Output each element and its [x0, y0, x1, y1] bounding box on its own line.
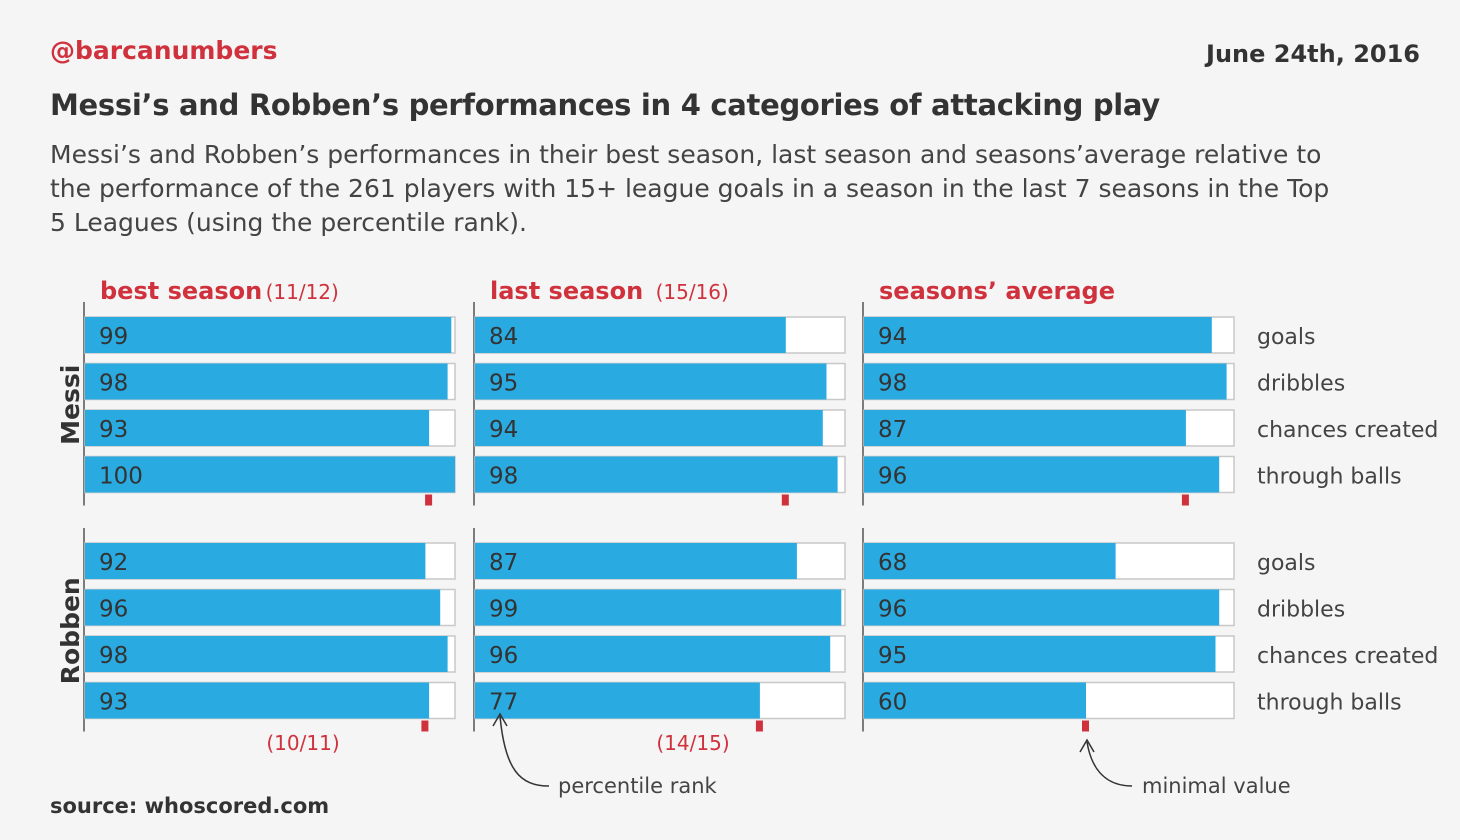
bar-fill	[475, 456, 838, 493]
minimal-value-arrowhead	[1079, 738, 1095, 753]
category-label: chances created	[1257, 644, 1438, 669]
percentile-rank-arrow	[499, 715, 550, 787]
bar-value-label: 96	[489, 643, 518, 669]
bar-value-label: 84	[489, 324, 518, 350]
category-label: through balls	[1257, 691, 1402, 716]
bar-fill	[85, 363, 448, 400]
bar-fill	[475, 682, 760, 719]
bar-fill	[864, 363, 1227, 400]
bar-fill	[475, 317, 786, 353]
bar-fill	[475, 543, 797, 579]
bar-fill	[85, 317, 452, 353]
bar-fill	[475, 636, 831, 672]
bar-value-label: 60	[878, 690, 907, 716]
bar-fill	[85, 589, 441, 626]
bar-fill	[475, 363, 827, 400]
bar-value-label: 94	[489, 417, 518, 443]
category-label: dribbles	[1257, 598, 1345, 623]
bar-fill	[85, 456, 455, 493]
bar-fill	[864, 589, 1220, 626]
bar-fill	[864, 543, 1116, 579]
bar-fill	[85, 682, 430, 719]
bar-value-label: 96	[99, 597, 128, 623]
column-title: best season	[100, 277, 262, 305]
minimal-value-arrow	[1086, 741, 1133, 787]
source-note: source: whoscored.com	[50, 794, 330, 818]
bar-value-label: 87	[489, 550, 518, 576]
column-title: seasons’ average	[879, 277, 1115, 305]
bar-value-label: 99	[99, 324, 128, 350]
minimal-value-marker	[1181, 494, 1189, 506]
bar-value-label: 96	[878, 464, 907, 490]
bar-value-label: 68	[878, 550, 907, 576]
minimal-value-annotation: minimal value	[1142, 774, 1291, 798]
column-season-label: (11/12)	[266, 280, 339, 304]
minimal-value-marker	[425, 494, 433, 506]
bar-value-label: 96	[878, 597, 907, 623]
player-label: Robben	[56, 577, 85, 684]
bar-fill	[864, 317, 1212, 353]
bar-value-label: 98	[489, 464, 518, 490]
category-label: through balls	[1257, 465, 1402, 490]
bar-fill	[864, 410, 1186, 446]
twitter-handle: @barcanumbers	[50, 36, 278, 65]
bar-fill	[85, 410, 430, 446]
percentile-rank-arrowhead	[492, 712, 508, 727]
bar-value-label: 95	[489, 371, 518, 397]
chart-subtitle: Messi’s and Robben’s performances in the…	[50, 140, 1330, 237]
bar-value-label: 98	[99, 643, 128, 669]
bar-fill	[475, 410, 823, 446]
bar-value-label: 98	[99, 371, 128, 397]
bar-fill	[864, 682, 1086, 719]
bar-value-label: 92	[99, 550, 128, 576]
percentile-rank-annotation: percentile rank	[558, 774, 718, 798]
bar-value-label: 95	[878, 643, 907, 669]
bar-fill	[85, 636, 448, 672]
bar-value-label: 77	[489, 690, 518, 716]
bar-value-label: 94	[878, 324, 907, 350]
bar-fill	[85, 543, 426, 579]
category-label: dribbles	[1257, 372, 1345, 397]
category-label: goals	[1257, 551, 1315, 576]
column-season-label: (15/16)	[656, 280, 729, 304]
column-title: last season	[490, 277, 643, 305]
bar-fill	[864, 456, 1220, 493]
minimal-value-marker	[781, 494, 789, 506]
category-label: chances created	[1257, 418, 1438, 443]
bar-value-label: 87	[878, 417, 907, 443]
publication-date: June 24th, 2016	[1206, 40, 1420, 68]
player-label: Messi	[56, 365, 85, 445]
bar-value-label: 98	[878, 371, 907, 397]
footnote-season-label: (14/15)	[656, 731, 729, 755]
bar-value-label: 100	[99, 464, 143, 490]
bar-fill	[475, 589, 842, 626]
bar-value-label: 93	[99, 417, 128, 443]
category-label: goals	[1257, 325, 1315, 350]
bar-value-label: 99	[489, 597, 518, 623]
minimal-value-marker	[755, 720, 763, 732]
footnote-season-label: (10/11)	[266, 731, 339, 755]
chart-title: Messi’s and Robben’s performances in 4 c…	[50, 88, 1160, 122]
minimal-value-marker	[1082, 720, 1089, 732]
bar-value-label: 93	[99, 690, 128, 716]
minimal-value-marker	[421, 720, 429, 732]
bar-fill	[864, 636, 1216, 672]
